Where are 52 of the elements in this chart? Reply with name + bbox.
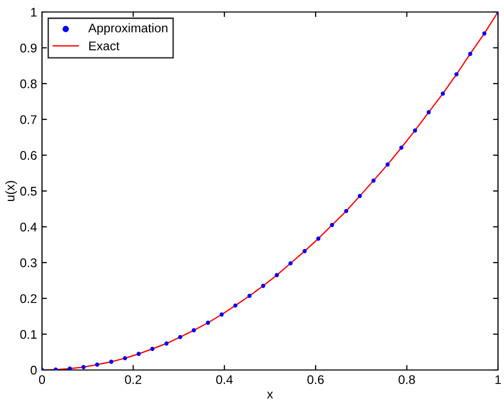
point (371, 178, 376, 183)
x-tick-label: 0.4 (216, 375, 233, 384)
point (233, 303, 238, 308)
y-tick-label: 0.8 (20, 79, 37, 88)
point (302, 249, 307, 254)
point (122, 356, 128, 360)
x-tick-label: 0 (39, 375, 45, 384)
y-tick-label: 0.9 (20, 44, 37, 52)
point (288, 261, 293, 266)
x-axis-title: x (267, 392, 273, 398)
x-tick-label: 0.2 (125, 375, 142, 384)
legend-label: Approximation (88, 23, 168, 35)
point (358, 194, 362, 198)
point (274, 273, 279, 278)
point (426, 110, 431, 114)
point (454, 72, 459, 76)
y-tick-label: 0.6 (20, 151, 37, 160)
point (316, 236, 320, 241)
y-tick-label: 0.2 (20, 294, 37, 304)
y-tick-label: 0.1 (20, 330, 37, 339)
point (399, 146, 404, 150)
point (247, 294, 252, 298)
point (136, 352, 141, 356)
point (412, 128, 418, 133)
point (150, 346, 154, 351)
point (81, 365, 86, 370)
point (468, 52, 472, 56)
y-tick-label: 0 (30, 366, 37, 375)
point (178, 334, 182, 340)
x-tick-label: 1 (495, 375, 501, 384)
point (164, 341, 169, 346)
point (261, 284, 266, 288)
point (109, 360, 114, 364)
y-tick-label: 0.5 (20, 186, 37, 196)
point (68, 366, 72, 370)
x-tick-label: 0.8 (398, 375, 415, 384)
point (440, 92, 445, 96)
point (95, 362, 100, 367)
point (330, 222, 334, 228)
legend-label: Exact (89, 42, 120, 50)
y-tick-label: 0.7 (20, 115, 37, 124)
y-tick-label: 1 (31, 8, 37, 17)
point (206, 320, 210, 325)
y-tick-label: 0.4 (20, 222, 37, 232)
point (386, 162, 390, 167)
y-tick-label: 0.3 (20, 258, 37, 268)
point (482, 31, 486, 36)
point (220, 312, 224, 317)
y-axis-title: u(x) (5, 181, 17, 201)
x-tick-label: 0.6 (307, 375, 324, 384)
point (192, 328, 196, 332)
point (344, 208, 348, 214)
